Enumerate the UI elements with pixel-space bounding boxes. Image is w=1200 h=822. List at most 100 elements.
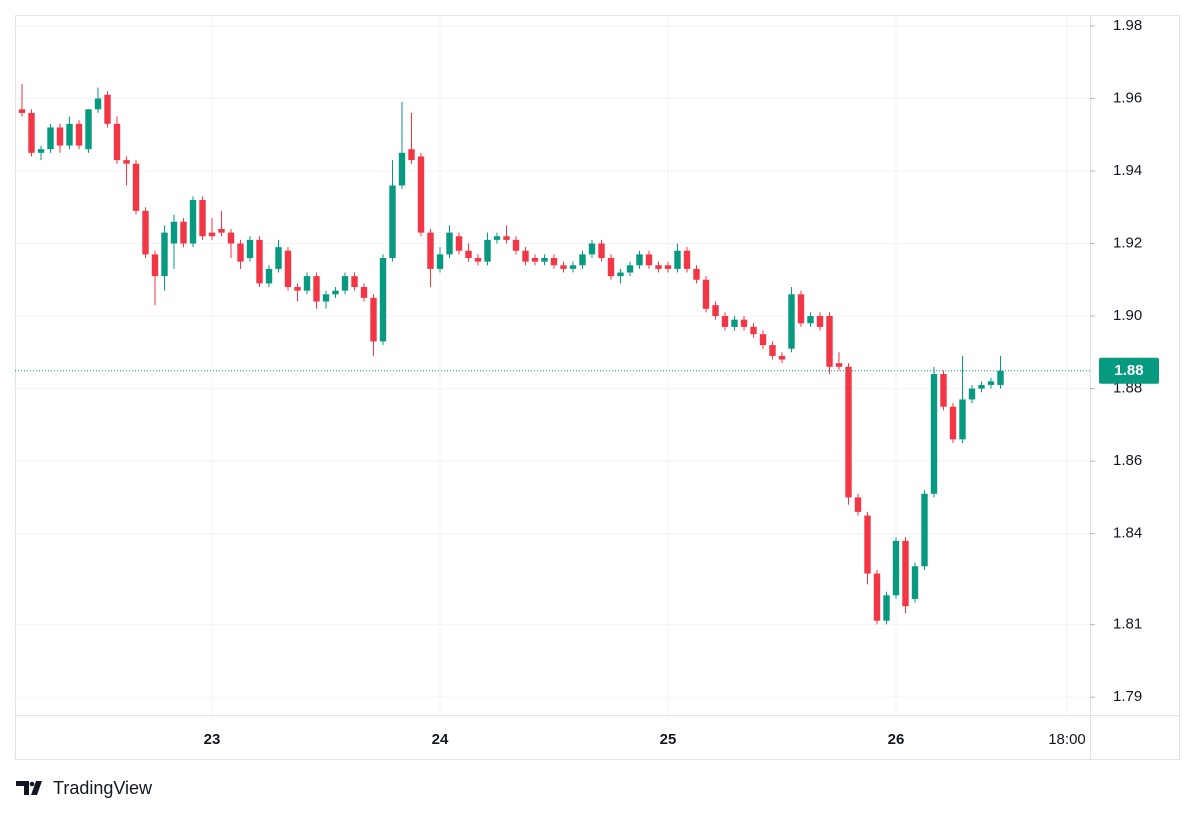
candle-body [978,384,985,389]
frame [15,15,1180,760]
candle-body [408,149,415,161]
candle-body [265,268,273,284]
candle-body [360,287,368,298]
candle-body [294,287,301,291]
last-price-tag [1099,357,1159,384]
candle-body [645,254,653,266]
candle-body [636,254,643,266]
candle-body [797,294,805,324]
candle-body [902,540,909,607]
candle-body [18,109,26,113]
candle-body [208,232,216,237]
x-tick-label: 18:00 [1048,731,1086,748]
y-tick-label: 1.90 [1113,307,1142,324]
candle-body [47,127,54,150]
candle-body [332,290,339,295]
candle-body [56,127,64,146]
candle-body [864,515,871,574]
candle-body [617,272,624,277]
candle-body [256,239,263,284]
candle-body [417,156,425,233]
candle-body [94,98,102,110]
candle-body [921,493,928,567]
candle-body [132,163,140,211]
y-tick-label: 1.84 [1113,525,1142,542]
x-tick-label: 23 [204,731,221,748]
candle-body [28,112,35,153]
logo-dot [29,781,35,787]
candle-body [560,265,567,269]
candle-body [731,319,738,327]
candle-body [655,265,662,269]
candle-body [854,497,862,512]
candle-body [170,221,178,244]
candle-body [446,232,453,255]
grid [15,15,1090,715]
candle-body [759,334,767,346]
candle-body [987,381,995,385]
candle-body [683,250,691,269]
candle-body [740,319,748,327]
candle-body [113,123,121,161]
logo-mark [16,781,42,795]
candle-body [322,294,330,302]
candle-body [351,276,358,288]
candle-body [75,123,83,146]
candle-body [455,236,463,251]
candle-body [569,265,577,269]
y-tick-label: 1.94 [1113,162,1142,179]
brand: TradingView [53,778,153,798]
candle-body [778,355,786,360]
candle-body [598,243,605,259]
candle-body [522,250,529,262]
candle-body [845,366,852,498]
candle-body [341,276,349,291]
candle-body [246,239,254,259]
candle-body [389,185,396,259]
candle-body [218,228,225,233]
candle-body [626,265,634,273]
candle-body [579,254,586,266]
candle-body [493,236,501,240]
candle-body [427,232,434,269]
candle-body [702,279,710,309]
y-tick-label: 1.92 [1113,234,1142,251]
candle-body [664,265,672,269]
candle-body [968,388,976,400]
candle-body [66,123,73,146]
candle-body [883,595,890,621]
y-tick-label: 1.81 [1113,616,1142,633]
y-tick-label: 1.96 [1113,89,1142,106]
candle-body [104,94,111,124]
candle-body [835,363,843,367]
candle-body [303,276,311,291]
x-tick-label: 25 [660,731,677,748]
candle-body [911,566,919,599]
candle-body [275,247,282,269]
candle-body [436,254,444,269]
candle-body [807,316,814,324]
candle-body [161,232,168,277]
candle-body [189,199,197,244]
candle-body [940,374,947,407]
candle-body [379,258,387,342]
candle-body [484,239,491,262]
candle-body [816,316,824,327]
candle-body [959,399,966,440]
candle-body [398,152,406,186]
candle-body [949,406,957,440]
candle-body [512,239,520,251]
candle-body [997,370,1004,385]
candle-body [85,109,92,150]
candle-body [503,236,510,240]
y-tick-label: 1.98 [1113,17,1142,34]
candle-body [541,258,548,262]
candle-body [721,316,729,327]
candle-body [788,294,795,349]
candle-body [892,540,900,596]
candle-body [873,573,881,621]
candle-body [674,250,681,269]
x-tick-label: 26 [888,731,905,748]
y-tick-label: 1.79 [1113,688,1142,705]
